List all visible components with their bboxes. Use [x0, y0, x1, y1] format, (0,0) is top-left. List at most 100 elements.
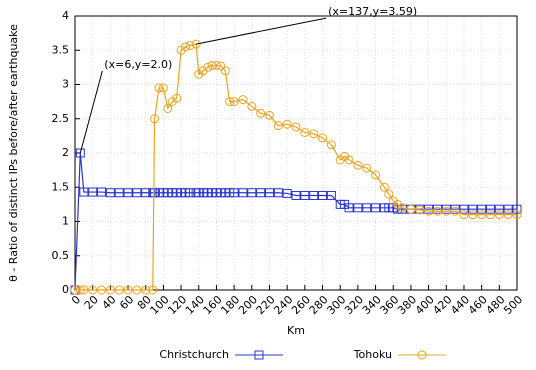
marker: [132, 188, 142, 198]
marker: [397, 203, 407, 213]
marker: [185, 188, 195, 198]
marker: [141, 285, 151, 295]
marker: [282, 188, 292, 198]
marker: [432, 206, 442, 216]
marker: [163, 103, 173, 113]
marker: [132, 285, 142, 295]
marker: [406, 204, 416, 214]
marker: [503, 210, 513, 220]
marker: [238, 95, 248, 105]
marker: [450, 206, 460, 216]
marker: [105, 188, 115, 198]
marker: [247, 188, 257, 198]
marker: [459, 210, 469, 220]
marker: [256, 108, 266, 118]
marker: [362, 203, 372, 213]
y-tick-label: 0.5: [52, 249, 70, 262]
marker: [123, 285, 133, 295]
marker: [154, 83, 164, 93]
marker: [97, 285, 107, 295]
y-tick-label: 2: [62, 146, 69, 159]
plot-frame: [74, 15, 518, 291]
marker: [344, 155, 354, 165]
y-tick-label: 3.5: [52, 43, 70, 56]
marker: [220, 66, 230, 76]
marker: [494, 204, 504, 214]
y-tick-label: 1.5: [52, 180, 70, 193]
y-tick-label: 4: [62, 9, 69, 22]
marker: [291, 122, 301, 132]
marker: [468, 210, 478, 220]
marker: [326, 140, 336, 150]
marker: [114, 188, 124, 198]
marker: [441, 206, 451, 216]
marker: [229, 97, 239, 107]
marker: [150, 114, 160, 124]
marker: [79, 187, 89, 197]
marker: [79, 285, 89, 295]
marker: [318, 133, 328, 143]
x-tick-label: 60: [117, 293, 136, 312]
marker: [477, 210, 487, 220]
marker: [75, 148, 85, 158]
marker: [318, 190, 328, 200]
y-tick-label: 2.5: [52, 112, 70, 125]
annotation-pointer: [196, 17, 327, 45]
marker: [300, 190, 310, 200]
marker: [309, 190, 319, 200]
marker: [485, 210, 495, 220]
marker: [273, 121, 283, 131]
y-tick-label: 1: [62, 215, 69, 228]
legend-marker: [417, 350, 427, 360]
marker: [362, 163, 372, 173]
marker: [70, 285, 80, 295]
marker: [353, 160, 363, 170]
annotation-pointer: [79, 70, 103, 154]
x-tick-label: 500: [501, 293, 525, 317]
marker: [229, 188, 239, 198]
marker: [264, 188, 274, 198]
marker: [300, 127, 310, 137]
marker: [326, 190, 336, 200]
marker: [256, 188, 266, 198]
marker: [468, 204, 478, 214]
marker: [172, 93, 182, 103]
annotation: (x=137,y=3.59): [328, 5, 417, 18]
marker: [282, 119, 292, 129]
legend-label: Tohoku: [353, 348, 392, 361]
marker: [88, 285, 98, 295]
marker: [344, 203, 354, 213]
marker: [75, 285, 85, 295]
marker: [148, 285, 158, 295]
marker: [123, 188, 133, 198]
x-axis-label: Km: [287, 324, 305, 337]
marker: [225, 97, 235, 107]
marker: [424, 206, 434, 216]
marker: [309, 129, 319, 139]
y-axis-label: θ - Ratio of distinct IPs before/after e…: [7, 24, 20, 282]
marker: [353, 203, 363, 213]
marker: [264, 110, 274, 120]
marker: [384, 189, 394, 199]
marker: [371, 203, 381, 213]
marker: [379, 182, 389, 192]
marker: [114, 285, 124, 295]
marker: [181, 42, 190, 52]
marker: [485, 204, 495, 214]
marker: [203, 62, 213, 72]
marker: [238, 188, 248, 198]
marker: [512, 204, 522, 214]
marker: [503, 204, 513, 214]
marker: [211, 60, 221, 70]
marker: [141, 188, 151, 198]
marker: [185, 40, 195, 50]
legend-label: Christchurch: [159, 348, 229, 361]
marker: [88, 187, 98, 197]
marker: [191, 39, 201, 49]
marker: [291, 190, 301, 200]
marker: [105, 285, 115, 295]
marker: [371, 170, 381, 180]
marker: [158, 83, 168, 93]
x-tick-label: 40: [100, 293, 119, 312]
marker: [477, 204, 487, 214]
